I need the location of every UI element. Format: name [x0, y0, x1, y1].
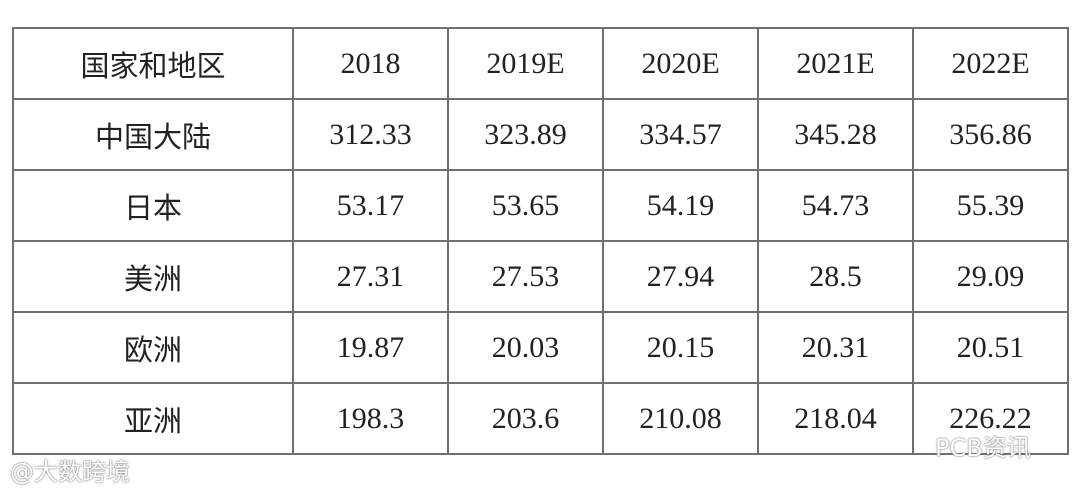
table-row: 亚洲 198.3 203.6 210.08 218.04 226.22	[12, 382, 1069, 455]
cell: 54.73	[757, 169, 914, 242]
cell: 356.86	[912, 98, 1069, 171]
table-row: 美洲 27.31 27.53 27.94 28.5 29.09	[12, 240, 1069, 313]
row-label: 美洲	[12, 240, 294, 313]
cell: 54.19	[602, 169, 759, 242]
cell: 28.5	[757, 240, 914, 313]
row-label: 亚洲	[12, 382, 294, 455]
row-label: 日本	[12, 169, 294, 242]
cell: 29.09	[912, 240, 1069, 313]
cell: 20.15	[602, 311, 759, 384]
row-label: 欧洲	[12, 311, 294, 384]
cell: 203.6	[447, 382, 604, 455]
cell: 2018	[292, 27, 449, 100]
cell: 2019E	[447, 27, 604, 100]
table-row: 中国大陆 312.33 323.89 334.57 345.28 356.86	[12, 98, 1069, 171]
header-row: 国家和地区 2018 2019E 2020E 2021E 2022E	[12, 27, 1069, 100]
row-label: 中国大陆	[12, 98, 294, 171]
cell: 218.04	[757, 382, 914, 455]
cell: 198.3	[292, 382, 449, 455]
cell: 19.87	[292, 311, 449, 384]
cell: 55.39	[912, 169, 1069, 242]
cell: 27.53	[447, 240, 604, 313]
cell: 53.17	[292, 169, 449, 242]
cell: 53.65	[447, 169, 604, 242]
table-row: 日本 53.17 53.65 54.19 54.73 55.39	[12, 169, 1069, 242]
cell: 334.57	[602, 98, 759, 171]
row-label: 国家和地区	[12, 27, 294, 100]
cell: 2021E	[757, 27, 914, 100]
cell: 27.94	[602, 240, 759, 313]
cell: 345.28	[757, 98, 914, 171]
watermark: PCB资讯	[935, 434, 1031, 462]
cell: 226.22	[912, 382, 1069, 455]
cell: 312.33	[292, 98, 449, 171]
watermark: @大数跨境	[10, 458, 130, 486]
cell: 20.51	[912, 311, 1069, 384]
cell: 323.89	[447, 98, 604, 171]
cell: 20.31	[757, 311, 914, 384]
cell: 210.08	[602, 382, 759, 455]
cell: 27.31	[292, 240, 449, 313]
table-row: 欧洲 19.87 20.03 20.15 20.31 20.51	[12, 311, 1069, 384]
cell: 2020E	[602, 27, 759, 100]
cell: 2022E	[912, 27, 1069, 100]
cell: 20.03	[447, 311, 604, 384]
data-table: 国家和地区 2018 2019E 2020E 2021E 2022E 中国大陆 312.33 3…	[12, 27, 1069, 455]
